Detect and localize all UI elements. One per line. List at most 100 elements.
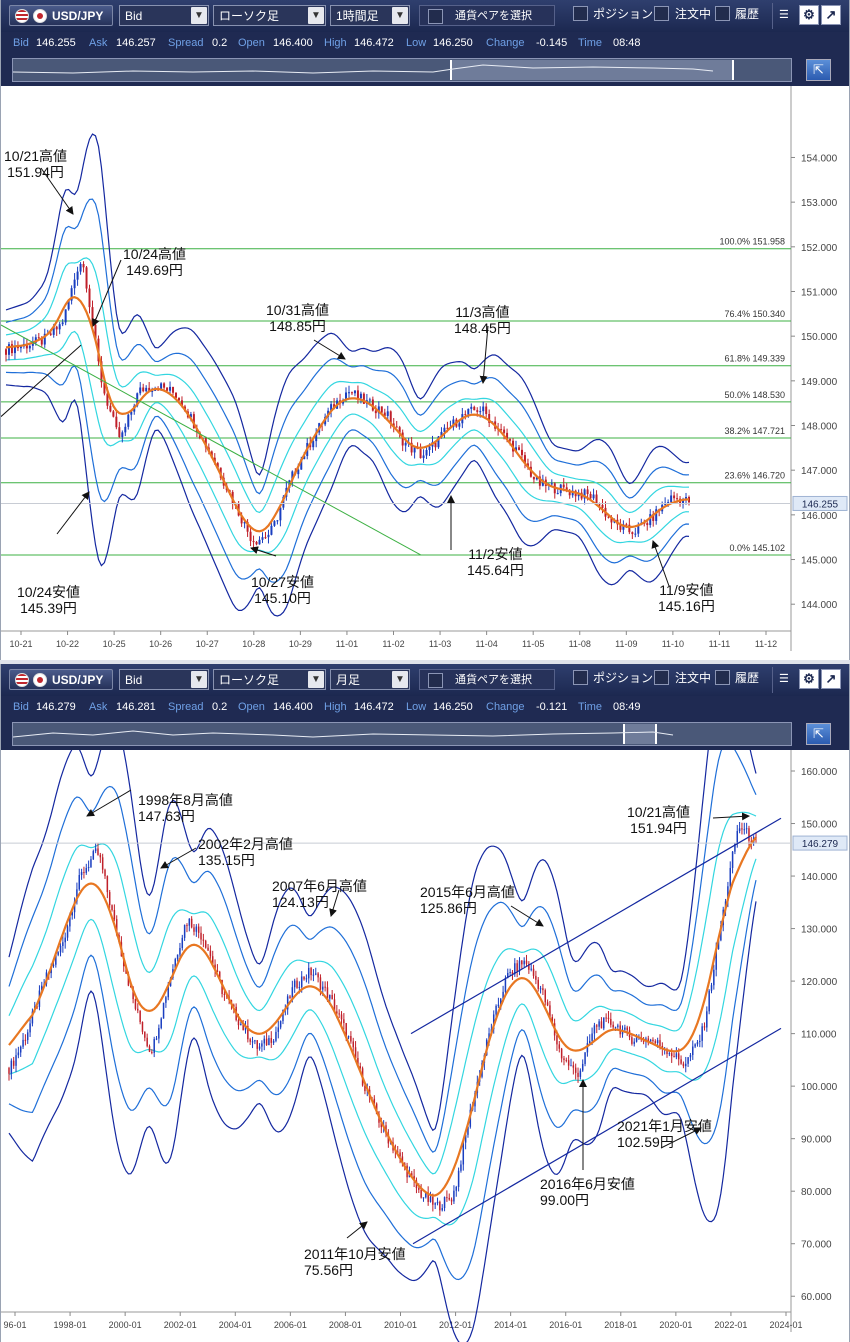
annotation-value: 145.16円 [658,598,715,614]
candle-body [261,1043,263,1047]
candle-body [523,455,526,464]
timeframe-select[interactable]: 1時間足 ▼ [330,5,410,26]
fibonacci-label: 38.2% 147.721 [724,426,785,436]
chart-toolbar: USD/JPY Bid ▼ ローソク足 ▼ 1時間足 ▼ 通貨ペアを選択 ポジション … [1,0,849,32]
candle-body [312,441,315,448]
ask-value: 146.281 [116,701,156,713]
candle-body [359,393,362,399]
range-slider-selection[interactable] [450,60,734,80]
candle-body [165,997,167,1003]
candle-body [357,1057,359,1067]
x-tick-label: 2006-01 [274,1320,307,1330]
x-tick-label: 2010-01 [384,1320,417,1330]
position-checkbox[interactable] [573,670,588,685]
candle-body [676,498,679,500]
candle-body [546,1002,549,1006]
candle-body [577,1072,579,1077]
candle-body [141,1021,144,1032]
select-pair-checkbox[interactable] [428,9,443,24]
candle-body [655,509,658,521]
candle-body [124,426,127,433]
jp-flag-icon [33,673,47,687]
y-tick-label: 154.000 [801,153,838,164]
candle-body [158,1028,160,1039]
currency-pair-button[interactable]: USD/JPY [9,669,113,690]
candle-body [617,1025,619,1027]
candle-body [270,1038,273,1043]
candle-body [359,1066,362,1069]
candle-body [202,939,205,941]
popout-arrow-icon[interactable]: ↗ [821,669,841,689]
hourly-chart-canvas[interactable]: 154.000 153.000 152.000 151.000 150.000 149.0… [1,86,849,660]
candle-body [291,987,294,999]
menu-lines-icon[interactable]: ☰ [779,673,789,685]
x-tick-label: 10-27 [196,639,219,649]
candle-body [502,991,504,999]
candle-body [24,1039,27,1041]
select-pair-toggle[interactable]: 通貨ペアを選択 [419,669,555,690]
price-type-select[interactable]: Bid ▼ [119,5,209,26]
candle-body [312,974,315,976]
candle-body [734,843,736,852]
range-slider-track[interactable] [12,58,792,82]
candle-body [743,829,746,831]
candle-body [352,1041,354,1048]
chart-type-select[interactable]: ローソク足 ▼ [213,669,326,690]
range-slider-selection[interactable] [623,724,657,744]
annotation-arrow [313,339,346,360]
candle-body [61,322,64,325]
candle-body [279,507,282,521]
candle-body [488,1033,490,1040]
currency-pair-button[interactable]: USD/JPY [9,5,113,26]
y-tick-label: 145.000 [801,556,838,567]
menu-lines-icon[interactable]: ☰ [779,9,789,21]
moving-average-line [8,836,757,1197]
y-tick-label: 152.000 [801,243,838,254]
y-tick-label: 90.000 [801,1135,832,1146]
price-type-select[interactable]: Bid ▼ [119,669,209,690]
candle-body [473,406,476,411]
chart-type-select[interactable]: ローソク足 ▼ [213,5,326,26]
monthly-chart-canvas[interactable]: 160.000 150.000 140.000 130.000 120.000 110.0… [1,750,849,1342]
candle-body [605,1017,607,1019]
annotation-value: 124.13円 [272,894,329,910]
candle-body [563,1058,565,1060]
candle-body [343,1019,345,1024]
y-tick-label: 110.000 [801,1030,837,1041]
candle-body [497,1004,500,1006]
position-checkbox[interactable] [573,6,588,21]
history-checkbox[interactable] [715,6,730,21]
gear-icon[interactable]: ⚙ [799,5,819,25]
candle-body [446,427,449,429]
low-label: Low [406,37,427,49]
timeframe-select[interactable]: 月足 ▼ [330,669,410,690]
expand-chart-button[interactable]: ⇱ [806,59,831,81]
history-checkbox[interactable] [715,670,730,685]
spread-label: Spread [168,37,204,49]
candle-body [532,968,535,976]
candle-body [113,910,116,920]
range-slider-track[interactable] [12,722,792,746]
candle-body [76,889,78,902]
candle-body [297,469,300,475]
select-pair-checkbox[interactable] [428,673,443,688]
candle-body [242,1023,244,1031]
select-pair-toggle[interactable]: 通貨ペアを選択 [419,5,555,26]
candle-body [706,1011,708,1028]
bid-label: Bid [13,37,29,49]
candle-body [347,1036,350,1038]
fibonacci-label: 61.8% 149.339 [724,354,785,364]
popout-arrow-icon[interactable]: ↗ [821,5,841,25]
gear-icon[interactable]: ⚙ [799,669,819,689]
toolbar-divider [772,3,773,29]
candle-body [731,851,734,868]
expand-chart-button[interactable]: ⇱ [806,723,831,745]
candle-body [652,514,655,521]
annotation-2021-01-low: 2021年1月安値 102.59円 [617,1118,712,1150]
orders-checkbox[interactable] [654,670,669,685]
orders-checkbox[interactable] [654,6,669,21]
candle-body [22,1039,24,1047]
candle-body [589,494,592,499]
change-value: -0.121 [536,701,568,713]
position-label: ポジション [593,7,654,21]
